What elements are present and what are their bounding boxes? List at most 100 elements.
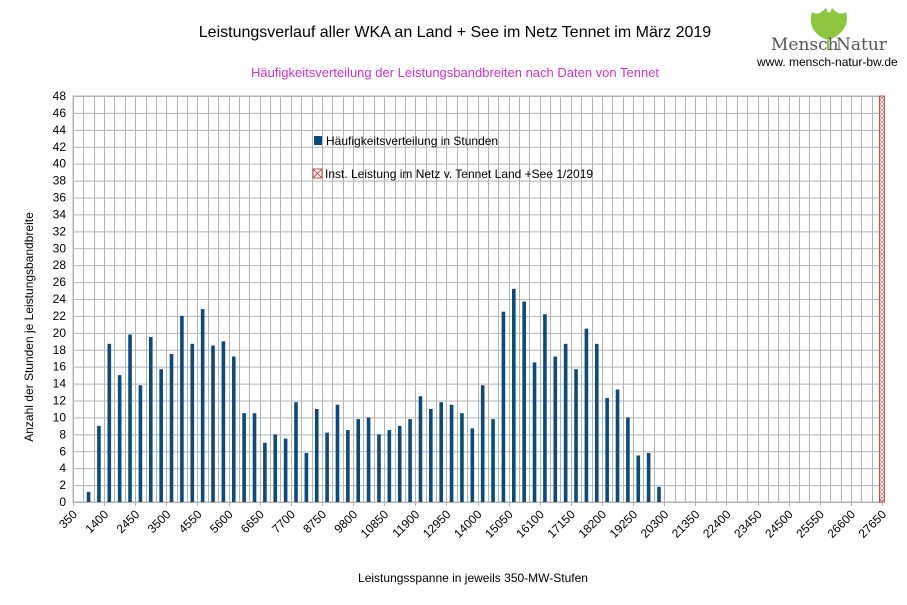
bar: [117, 375, 122, 503]
bar: [128, 334, 132, 502]
y-tick-label: 8: [59, 427, 66, 441]
x-tick-label: 26600: [825, 507, 859, 541]
legend-swatch-capacity: [312, 168, 323, 179]
inst-capacity-hatch: [879, 95, 885, 503]
bar: [366, 417, 371, 502]
y-tick-label: 18: [53, 343, 67, 357]
y-tick-label: 2: [59, 478, 66, 492]
bar: [180, 315, 184, 502]
bar: [512, 288, 516, 502]
x-tick-label: 15050: [482, 507, 516, 541]
bar: [283, 438, 288, 502]
brand-url: www. mensch-natur-bw.de: [756, 55, 898, 69]
x-tick-label: 350: [56, 507, 80, 531]
y-tick-label: 48: [53, 89, 67, 103]
bar: [231, 356, 236, 502]
bar: [429, 408, 433, 502]
x-tick-label: 9800: [331, 507, 360, 536]
plot-grid: [72, 95, 883, 506]
ginkgo-leaf-icon: [810, 8, 848, 50]
bar: [501, 311, 506, 502]
y-tick-label: 6: [59, 444, 66, 458]
x-tick-label: 11900: [390, 507, 423, 540]
y-tick-label: 40: [53, 157, 67, 171]
y-tick-label: 28: [53, 258, 67, 272]
x-tick-label: 19250: [607, 507, 641, 541]
bar: [252, 413, 257, 502]
inst-capacity-bar: [879, 95, 885, 503]
bar: [491, 419, 495, 502]
x-tick-label: 16100: [513, 507, 547, 541]
bar: [460, 413, 464, 502]
y-tick-label: 14: [53, 377, 67, 391]
x-tick-label: 7700: [269, 507, 298, 536]
y-tick-label: 16: [53, 360, 67, 374]
bar: [377, 434, 381, 502]
bar: [273, 434, 278, 502]
x-axis-label: Leistungsspanne in jeweils 350-MW-Stufen: [358, 571, 588, 585]
brand-logo: Mensch Natur www. mensch-natur-bw.de: [756, 8, 898, 69]
y-tick-label: 10: [53, 410, 67, 424]
brand-logo-right: Natur: [836, 35, 888, 55]
y-tick-label: 24: [53, 292, 67, 306]
legend-label-frequency: Häufigkeitsverteilung in Stunden: [326, 134, 498, 148]
x-tick-label: 6650: [238, 507, 267, 536]
y-axis-label: Anzahl der Stunden je Leistungsbandbreit…: [22, 212, 36, 442]
y-tick-label: 36: [53, 191, 67, 205]
bar: [646, 452, 651, 502]
y-tick-label: 22: [53, 309, 67, 323]
bar: [294, 402, 298, 502]
x-tick-label: 25550: [793, 507, 827, 541]
y-tick-label: 30: [53, 241, 67, 255]
bar: [387, 430, 392, 502]
x-tick-label: 21350: [669, 507, 703, 541]
bar: [543, 314, 547, 502]
bar: [211, 345, 215, 502]
legend-swatch-frequency: [314, 136, 322, 145]
bar: [86, 491, 91, 502]
bar: [563, 343, 568, 502]
y-tick-labels: 0246810121416182022242628303234363840424…: [53, 89, 67, 509]
x-tick-label: 12950: [420, 507, 454, 541]
inst-capacity-bar-group: [879, 95, 885, 503]
x-tick-label: 18200: [576, 507, 610, 541]
bar: [522, 301, 526, 502]
x-tick-label: 2450: [114, 507, 143, 536]
bar: [408, 419, 412, 502]
bar: [242, 413, 246, 502]
y-tick-label: 44: [53, 123, 67, 137]
bar: [263, 442, 267, 502]
y-tick-label: 20: [53, 326, 67, 340]
bar: [532, 362, 537, 502]
x-tick-label: 24500: [762, 507, 796, 541]
bar: [304, 452, 309, 502]
bar: [190, 343, 195, 502]
bar: [200, 309, 205, 502]
x-tick-label: 4550: [176, 507, 205, 536]
x-tick-label: 14000: [451, 507, 485, 541]
bar: [346, 430, 350, 502]
brand-logo-left: Mensch: [771, 35, 839, 55]
y-tick-label: 4: [59, 461, 66, 475]
bar: [439, 402, 443, 502]
bar: [553, 356, 558, 502]
bar: [221, 341, 226, 502]
bar: [574, 369, 578, 502]
bar: [356, 419, 361, 502]
bar: [470, 428, 475, 502]
x-tick-label: 27650: [856, 507, 890, 541]
bar: [584, 328, 589, 502]
bar: [325, 432, 329, 502]
bar: [636, 455, 641, 502]
y-tick-label: 12: [53, 394, 67, 408]
bar: [107, 343, 112, 502]
bar: [314, 408, 319, 502]
x-tick-label: 8750: [300, 507, 329, 536]
bar: [148, 337, 153, 502]
bar: [138, 385, 143, 502]
bar: [626, 417, 630, 502]
legend-label-capacity: Inst. Leistung im Netz v. Tennet Land +S…: [325, 167, 593, 181]
bar: [657, 486, 661, 502]
bar: [97, 425, 101, 503]
y-tick-label: 46: [53, 106, 67, 120]
